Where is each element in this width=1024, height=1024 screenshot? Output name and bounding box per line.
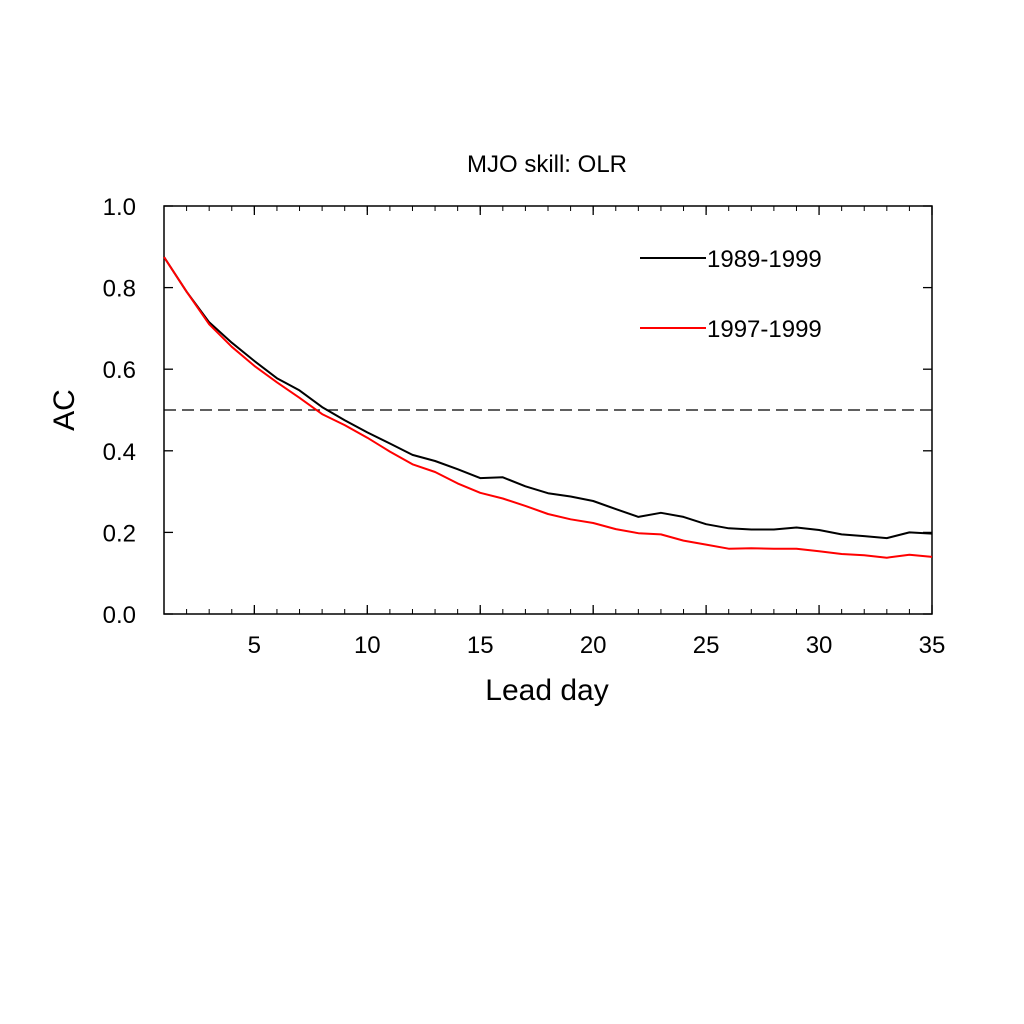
y-tick-label: 0.6 — [103, 357, 136, 384]
y-tick-label: 0.8 — [103, 276, 136, 303]
x-tick-label: 10 — [354, 632, 381, 659]
x-tick-label: 5 — [248, 632, 261, 659]
chart-title: MJO skill: OLR — [467, 151, 627, 178]
x-tick-label: 15 — [467, 632, 494, 659]
y-tick-label: 0.0 — [103, 602, 136, 629]
x-tick-label: 30 — [806, 632, 833, 659]
y-tick-label: 0.4 — [103, 439, 136, 466]
legend: 1989-1999 1997-1999 — [640, 246, 822, 343]
x-axis-label: Lead day — [485, 674, 608, 707]
y-tick-label: 0.2 — [103, 520, 136, 547]
x-tick-label: 25 — [693, 632, 720, 659]
legend-label-1997-1999: 1997-1999 — [707, 316, 822, 343]
y-axis-label: AC — [48, 389, 81, 431]
x-tick-label: 20 — [580, 632, 607, 659]
legend-label-1989-1999: 1989-1999 — [707, 246, 822, 273]
series-line-1997-1999 — [163, 256, 933, 559]
x-tick-label: 35 — [919, 632, 946, 659]
y-tick-label: 1.0 — [103, 194, 136, 221]
series-line-1989-1999 — [163, 256, 933, 540]
